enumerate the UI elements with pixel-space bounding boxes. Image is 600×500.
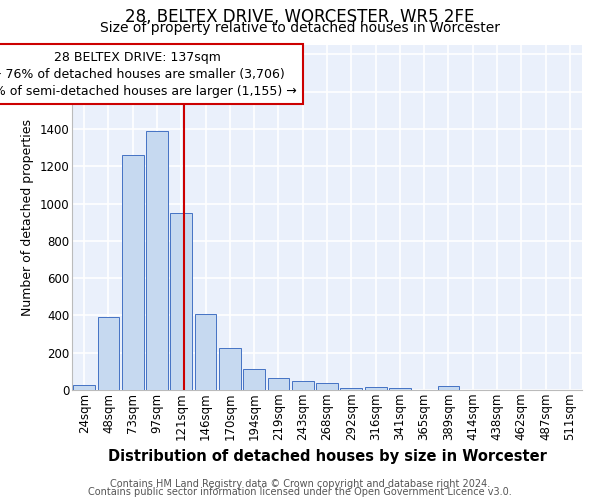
Text: 28 BELTEX DRIVE: 137sqm
← 76% of detached houses are smaller (3,706)
24% of semi: 28 BELTEX DRIVE: 137sqm ← 76% of detache… [0,50,297,98]
Bar [292,380,314,390]
Y-axis label: Number of detached properties: Number of detached properties [21,119,34,316]
Bar [243,368,265,390]
Bar [146,131,168,390]
Text: Contains HM Land Registry data © Crown copyright and database right 2024.: Contains HM Land Registry data © Crown c… [110,479,490,489]
Bar [97,318,119,390]
Bar [73,386,95,390]
X-axis label: Distribution of detached houses by size in Worcester: Distribution of detached houses by size … [107,448,547,464]
Bar [340,388,362,390]
Bar [365,387,386,390]
Text: Size of property relative to detached houses in Worcester: Size of property relative to detached ho… [100,21,500,35]
Bar [170,213,192,390]
Bar [316,382,338,390]
Bar [219,348,241,390]
Text: Contains public sector information licensed under the Open Government Licence v3: Contains public sector information licen… [88,487,512,497]
Text: 28, BELTEX DRIVE, WORCESTER, WR5 2FE: 28, BELTEX DRIVE, WORCESTER, WR5 2FE [125,8,475,26]
Bar [122,155,143,390]
Bar [268,378,289,390]
Bar [389,388,411,390]
Bar [437,386,460,390]
Bar [194,314,217,390]
